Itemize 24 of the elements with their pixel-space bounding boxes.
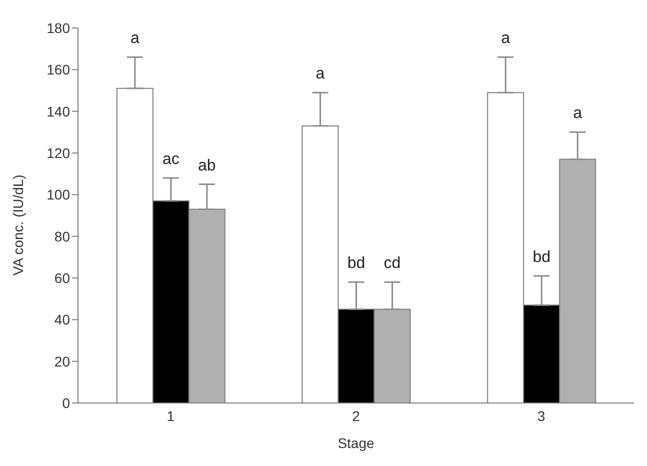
x-axis-title: Stage — [338, 435, 375, 451]
y-tick-label: 0 — [62, 394, 70, 411]
x-tick-label: 1 — [166, 408, 175, 424]
y-tick-label: 60 — [54, 270, 70, 286]
data-label: bd — [347, 255, 366, 272]
y-tick-label: 100 — [46, 186, 70, 203]
data-label: bd — [532, 248, 550, 266]
y-tick-label: 180 — [46, 20, 70, 36]
data-label: cd — [384, 255, 401, 272]
x-tick-label: 2 — [352, 408, 360, 424]
data-label: a — [501, 30, 510, 48]
y-tick-label: 40 — [54, 312, 70, 328]
data-label: ab — [198, 157, 216, 174]
y-axis-title: VA conc. (IU/dL) — [10, 174, 26, 276]
data-label: a — [316, 66, 325, 83]
y-tick-label: 80 — [54, 228, 70, 244]
data-label: ac — [162, 151, 180, 168]
y-tick-label: 20 — [54, 353, 70, 370]
y-tick-label: 140 — [46, 103, 70, 120]
data-label: a — [130, 30, 140, 48]
data-label: a — [573, 105, 582, 122]
y-tick-label: 120 — [46, 144, 70, 161]
x-tick-label: 3 — [537, 408, 546, 424]
y-tick-label: 160 — [46, 62, 70, 78]
